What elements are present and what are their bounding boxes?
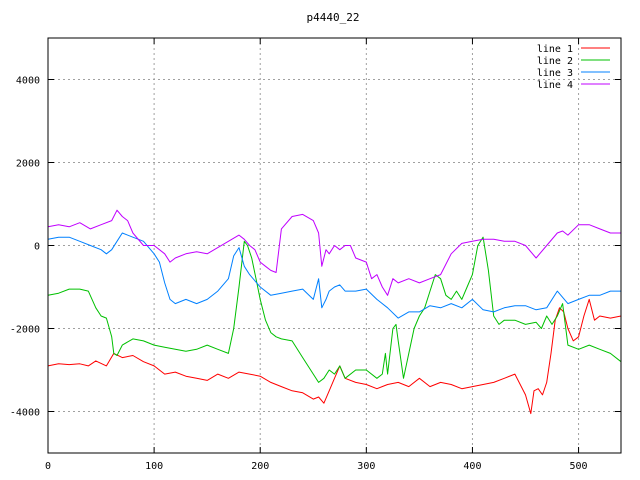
legend-label-2: line 2 — [537, 56, 573, 67]
y-tick-label: -2000 — [10, 325, 40, 336]
series-line-3 — [47, 232, 621, 319]
x-tick-label: 500 — [570, 461, 588, 472]
legend-label-4: line 4 — [537, 80, 573, 91]
y-tick-label: 2000 — [16, 159, 40, 170]
series-line-2 — [47, 236, 622, 383]
series-group — [47, 209, 622, 415]
x-tick-label: 400 — [463, 461, 481, 472]
x-tick-label: 300 — [357, 461, 375, 472]
series-line-4 — [47, 209, 621, 296]
x-tick-label: 100 — [145, 461, 163, 472]
x-tick-label: 200 — [251, 461, 269, 472]
axis-ticks: 0 100 200 300 400 500 -4000 -2000 0 2000 4000 — [10, 38, 621, 472]
legend-label-3: line 3 — [537, 68, 573, 79]
y-tick-label: 4000 — [16, 76, 40, 87]
x-tick-label: 0 — [45, 461, 51, 472]
series-line-1 — [47, 298, 622, 415]
y-tick-label: -4000 — [10, 408, 40, 419]
chart-title: p4440_22 — [307, 11, 360, 24]
legend-label-1: line 1 — [537, 44, 573, 55]
y-tick-label: 0 — [34, 242, 40, 253]
